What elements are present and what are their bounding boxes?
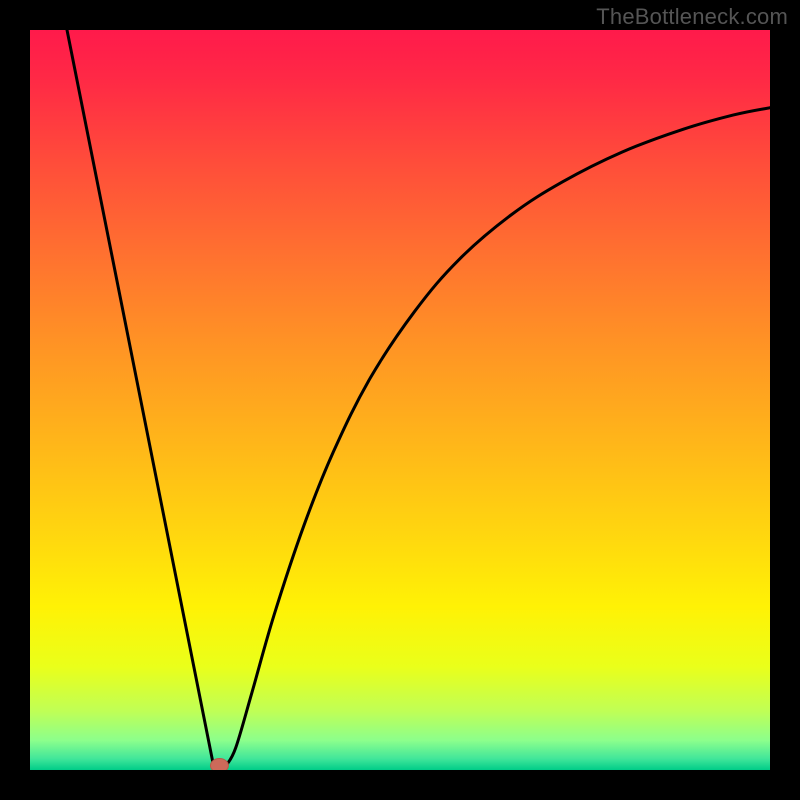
- chart-svg: [30, 30, 770, 770]
- plot-area: [30, 30, 770, 770]
- chart-frame: TheBottleneck.com: [0, 0, 800, 800]
- minimum-marker: [210, 759, 228, 770]
- watermark-text: TheBottleneck.com: [596, 4, 788, 30]
